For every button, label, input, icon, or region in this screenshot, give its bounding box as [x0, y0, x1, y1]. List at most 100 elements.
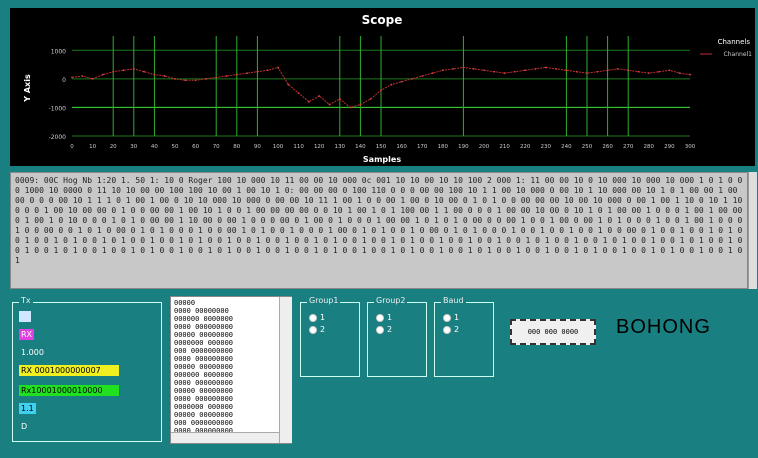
series-point: [297, 92, 300, 95]
list-item[interactable]: 0000 000000000: [174, 395, 234, 403]
series-point: [606, 69, 609, 72]
y-tick-label: -1000: [49, 105, 67, 112]
y-tick-label: 1000: [51, 48, 66, 55]
list-item[interactable]: 000000 0000000: [174, 371, 234, 379]
x-tick-label: 270: [623, 144, 634, 150]
series-point: [112, 70, 115, 73]
y-tick-label: -2000: [49, 134, 67, 141]
series-point: [637, 70, 640, 73]
x-tick-label: 130: [335, 144, 346, 150]
log-scrollbar[interactable]: [748, 172, 757, 289]
group-2-option-2[interactable]: 2: [376, 325, 392, 334]
list-item[interactable]: 000 0000000000: [174, 347, 234, 355]
series-point: [369, 97, 372, 100]
x-tick-label: 280: [644, 144, 655, 150]
list-item[interactable]: 00000 00000000: [174, 411, 234, 419]
action-button[interactable]: 000 000 0000: [510, 319, 596, 345]
series-point: [390, 83, 393, 86]
log-textbox[interactable]: 0009: 00C Hog Nb 1:20 1. 50 1: 10 0 Roge…: [10, 172, 748, 289]
radio-icon: [443, 325, 451, 334]
series-point: [668, 69, 671, 72]
y-axis-label: Y Axis: [23, 74, 32, 103]
x-tick-label: 110: [293, 144, 304, 150]
radio-icon: [376, 313, 384, 322]
list-item[interactable]: 0000000 000000: [174, 403, 234, 411]
x-tick-label: 260: [602, 144, 613, 150]
chart-title: Scope: [362, 13, 403, 27]
series-point: [678, 72, 681, 75]
x-tick-label: 20: [110, 144, 117, 150]
series-point: [483, 69, 485, 72]
series-point: [71, 76, 73, 79]
radio-icon: [309, 325, 317, 334]
series-point: [503, 72, 506, 75]
group-1-title: Group1: [307, 296, 341, 305]
listbox-scrollbar[interactable]: [279, 297, 292, 443]
series-point: [689, 73, 691, 76]
series-point: [122, 69, 125, 72]
series-point: [514, 70, 516, 73]
series-point: [586, 72, 588, 75]
group-1-option-1[interactable]: 1: [309, 313, 325, 322]
x-tick-label: 100: [273, 144, 284, 150]
x-tick-label: 90: [254, 144, 261, 150]
series-point: [328, 103, 331, 106]
series-point: [472, 67, 475, 70]
radio-icon: [309, 313, 317, 322]
group-1-option-2[interactable]: 2: [309, 325, 325, 334]
series-point: [91, 77, 94, 80]
series-point: [266, 69, 269, 72]
series-point: [163, 75, 166, 77]
series-point: [627, 69, 630, 72]
list-item[interactable]: 00000 00000000: [174, 387, 234, 395]
series-point: [411, 77, 413, 80]
list-item[interactable]: 00000 00000000: [174, 363, 234, 371]
series-point: [524, 69, 527, 72]
series-point: [153, 73, 156, 76]
series-point: [184, 79, 187, 82]
x-tick-label: 10: [89, 144, 96, 150]
series-point: [308, 100, 310, 103]
x-tick-label: 180: [438, 144, 449, 150]
series-point: [143, 70, 146, 73]
list-item[interactable]: 0000 000000000: [174, 323, 234, 331]
group-3-option-1[interactable]: 1: [443, 313, 459, 322]
x-tick-label: 30: [130, 144, 137, 150]
series-point: [617, 67, 619, 70]
series-point: [338, 97, 341, 100]
status-item: 1.1: [19, 403, 36, 414]
list-item[interactable]: 0000 000000000: [174, 443, 277, 444]
series-point: [225, 75, 228, 77]
series-point: [277, 66, 279, 69]
status-panel-title: Tx: [19, 296, 33, 305]
list-item[interactable]: 00000: [174, 299, 196, 307]
list-item[interactable]: 0000000 000000: [174, 339, 234, 347]
list-item[interactable]: 0000 000000000: [174, 427, 234, 435]
x-tick-label: 80: [233, 144, 240, 150]
x-tick-label: 230: [541, 144, 552, 150]
group-2-option-1[interactable]: 1: [376, 313, 392, 322]
list-item[interactable]: 000 0000000000: [174, 419, 234, 427]
listbox-hscrollbar[interactable]: [171, 432, 279, 443]
series-point: [462, 66, 465, 69]
list-item[interactable]: 0000 00000000: [174, 307, 229, 315]
list-item[interactable]: 000000 0000000: [174, 315, 234, 323]
data-listbox[interactable]: 00000 0000 00000000 000000 0000000 0000 000…: [170, 296, 292, 444]
series-point: [174, 77, 176, 80]
group-3-option-2[interactable]: 2: [443, 325, 459, 334]
x-tick-label: 210: [499, 144, 510, 150]
x-tick-label: 170: [417, 144, 428, 150]
list-item[interactable]: 00000 00000000: [174, 331, 234, 339]
x-tick-label: 140: [355, 144, 366, 150]
series-point: [194, 79, 197, 82]
series-point: [205, 77, 207, 80]
list-item[interactable]: 0000 000000000: [174, 379, 234, 387]
series-point: [287, 83, 290, 86]
series-point: [452, 67, 454, 70]
series-point: [215, 76, 218, 79]
series-point: [534, 67, 537, 70]
radio-label: 1: [454, 313, 460, 322]
list-item[interactable]: 0000 000000000: [174, 355, 234, 363]
radio-label: 2: [454, 325, 460, 334]
